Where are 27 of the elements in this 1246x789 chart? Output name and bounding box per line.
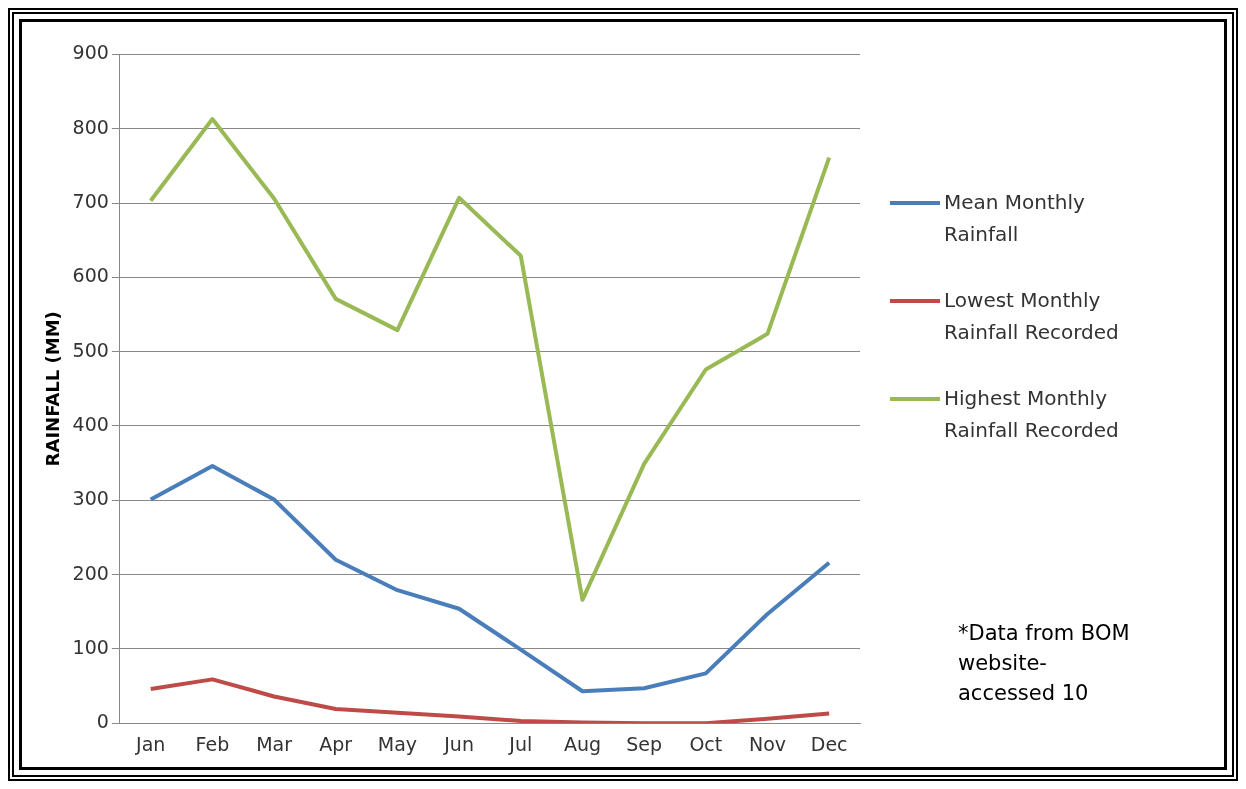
x-tick-label: Dec	[810, 732, 848, 755]
legend-label: Highest Monthly Rainfall Recorded	[944, 385, 1120, 444]
y-tick-label: 800	[72, 115, 109, 138]
x-tick-label: Mar	[256, 732, 293, 755]
x-tick-label: Feb	[195, 732, 230, 755]
legend-label: Lowest Monthly Rainfall Recorded	[944, 287, 1120, 346]
x-tick-label: Jan	[135, 732, 166, 755]
y-axis-title: RAINFALL (MM)	[42, 311, 64, 467]
text: *Data from BOM website- accessed 10	[958, 620, 1131, 707]
legend-label: Mean Monthly Rainfall	[944, 189, 1086, 248]
y-tick-label: 600	[72, 264, 109, 287]
x-tick-label: Aug	[563, 732, 601, 755]
y-tick-label: 900	[72, 41, 109, 64]
x-tick-label: Nov	[748, 732, 787, 755]
x-tick-label: Oct	[689, 732, 723, 755]
y-tick-label: 100	[72, 635, 109, 658]
y-tick-label: 500	[72, 338, 109, 361]
y-tick-label: 400	[72, 412, 109, 435]
y-tick-label: 300	[72, 487, 109, 510]
y-tick-label: 0	[96, 710, 109, 733]
x-tick-label: Sep	[626, 732, 663, 755]
x-tick-label: Jun	[443, 732, 474, 755]
y-tick-label: 200	[72, 561, 109, 584]
x-tick-label: Jul	[508, 732, 533, 755]
y-tick-label: 700	[72, 189, 109, 212]
x-tick-label: Apr	[319, 732, 353, 755]
x-tick-label: May	[377, 732, 418, 755]
